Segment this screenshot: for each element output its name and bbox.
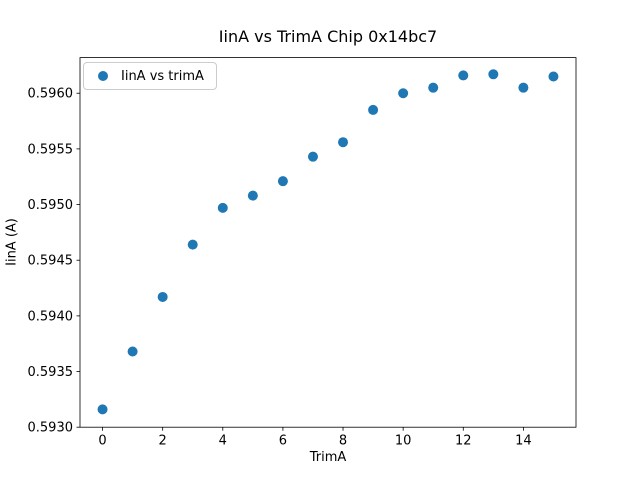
- data-point: [428, 82, 439, 93]
- data-point: [277, 176, 288, 187]
- data-point: [187, 239, 198, 250]
- data-point: [338, 137, 349, 148]
- x-axis-label: TrimA: [309, 450, 347, 465]
- legend: IinA vs trimA: [83, 62, 217, 90]
- axes-frame: [79, 57, 577, 428]
- y-tick-label: 0.5960: [28, 87, 74, 102]
- y-tick-label: 0.5940: [28, 309, 74, 324]
- x-tick-label: 8: [339, 434, 347, 449]
- data-point: [458, 70, 469, 81]
- y-tick-label: 0.5955: [28, 142, 74, 157]
- data-point: [488, 69, 499, 80]
- x-tick-label: 14: [515, 434, 532, 449]
- y-tick-label: 0.5950: [28, 198, 74, 213]
- y-tick-label: 0.5945: [28, 254, 74, 269]
- y-tick-label: 0.5935: [28, 365, 74, 380]
- chart-title: IinA vs TrimA Chip 0x14bc7: [218, 27, 438, 46]
- x-tick-label: 6: [279, 434, 287, 449]
- data-point: [127, 346, 138, 357]
- data-point: [247, 190, 258, 201]
- data-point: [97, 404, 108, 415]
- x-tick-label: 10: [395, 434, 412, 449]
- data-point: [217, 202, 228, 213]
- legend-label: IinA vs trimA: [121, 68, 204, 84]
- data-point: [307, 151, 318, 162]
- x-tick-label: 2: [159, 434, 167, 449]
- y-axis-label: IinA (A): [4, 218, 20, 266]
- data-point: [518, 82, 529, 93]
- data-point: [368, 104, 379, 115]
- x-tick-label: 0: [98, 434, 106, 449]
- x-tick-label: 12: [455, 434, 472, 449]
- data-point: [548, 71, 559, 82]
- y-tick-label: 0.5930: [28, 421, 74, 436]
- scatter-marker-icon: [98, 71, 108, 81]
- data-point: [398, 88, 409, 99]
- x-tick-label: 4: [219, 434, 227, 449]
- data-point: [157, 291, 168, 302]
